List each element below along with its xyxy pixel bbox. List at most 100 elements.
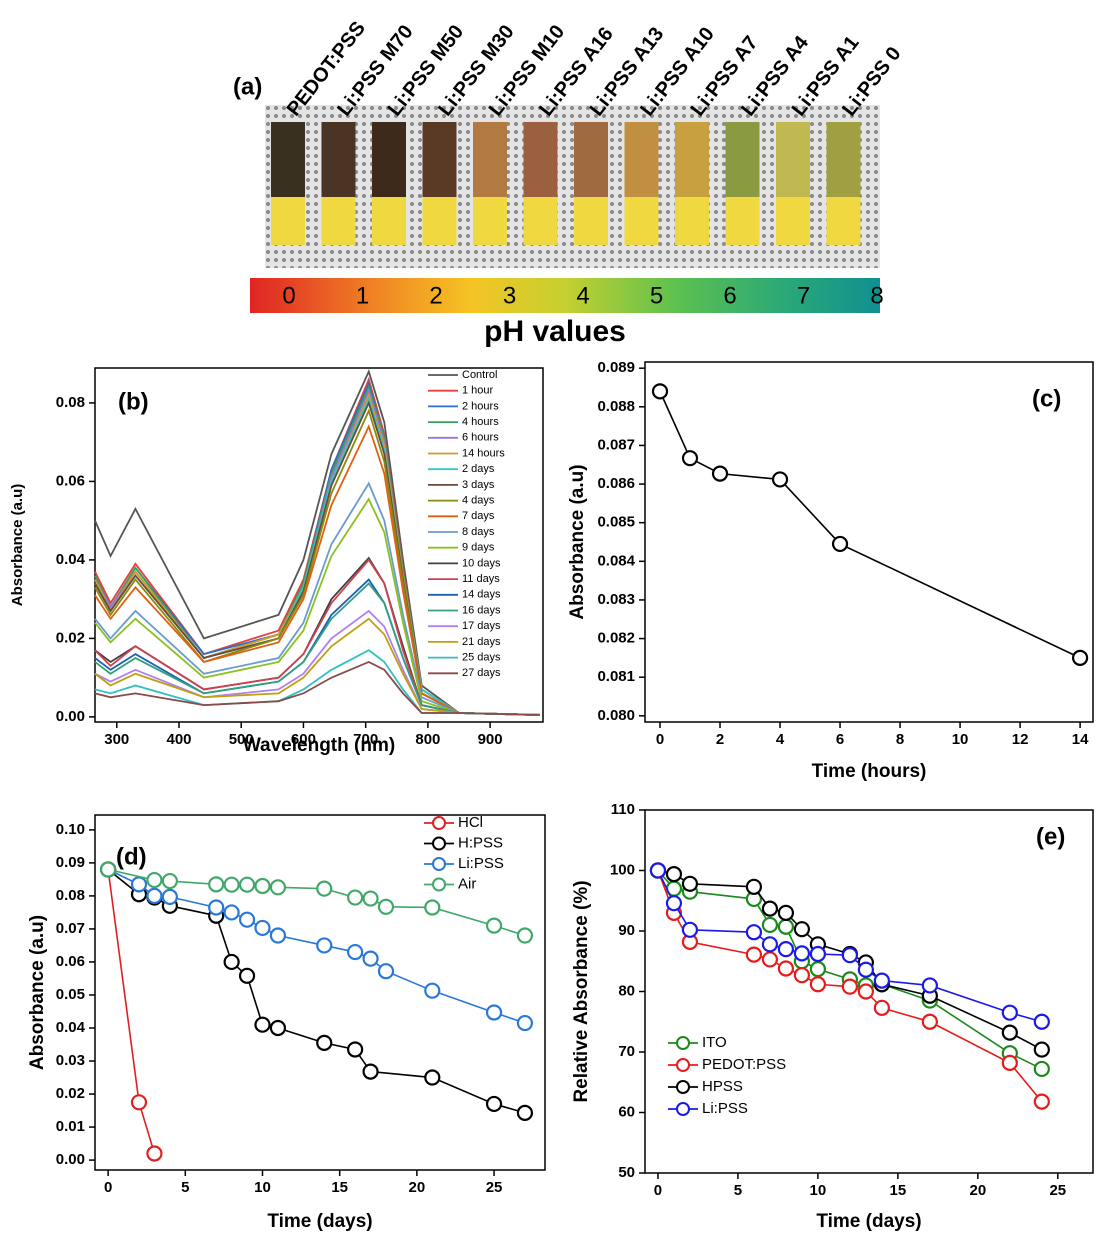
y-tick-label: 80 [618,982,635,999]
legend-label: 4 days [462,495,495,507]
strip-bottom [826,197,861,245]
series-line [107,869,156,1154]
series-line [94,582,540,716]
y-tick-label: 0.06 [56,472,85,489]
data-point [269,879,287,896]
x-tick-label: 10 [810,1182,827,1199]
data-point [516,1104,534,1121]
series-line [657,870,1043,1103]
legend-label: 1 hour [462,385,494,397]
legend-label: 4 hours [462,416,499,428]
y-tick-label: 0.06 [56,953,85,970]
data-point [316,880,333,897]
y-tick-label: 0.02 [56,629,85,646]
y-tick-label: 0.08 [56,394,85,411]
data-point [857,961,874,978]
legend-label: Li:PSS [458,855,504,872]
y-tick-label: 0.04 [56,551,86,568]
panel-label: (a) [233,73,262,100]
ph-scale-title: pH values [484,315,626,348]
legend-label: HPSS [702,1078,743,1095]
ph-label: 3 [503,282,516,309]
data-point [238,876,256,893]
legend-label: 25 days [462,652,501,664]
data-point [208,899,225,916]
data-point [254,919,271,937]
data-point [238,911,256,928]
legend-label: HCl [458,814,483,831]
data-point [208,876,225,893]
legend-marker [432,836,446,851]
data-point [777,904,795,921]
legend-label: 7 days [462,510,495,522]
data-point [665,895,683,912]
data-point [516,927,534,944]
x-axis-label: Time (days) [267,1211,372,1232]
data-point [857,983,874,1000]
ph-label: 2 [429,282,442,309]
strip-top [574,122,608,197]
strip-top [675,122,709,197]
data-point [1071,649,1089,666]
legend-marker [432,816,446,830]
series-line [657,869,1043,1070]
panel-label: (c) [1032,385,1061,412]
strip-top [473,122,507,197]
data-point [100,861,117,878]
x-tick-label: 6 [836,731,844,748]
legend-label: 10 days [462,557,501,569]
strip-top [624,122,659,197]
strip-bottom [574,197,608,245]
legend-marker [676,1080,690,1094]
strip-top [271,122,305,197]
y-tick-label: 0.087 [597,436,635,453]
data-point [130,876,148,893]
series-line [94,617,540,716]
strip-bottom [271,197,305,245]
data-point [873,972,890,989]
x-tick-label: 5 [734,1182,742,1199]
strip-top [826,122,861,197]
legend-label: Air [458,875,476,892]
ph-label: 5 [650,282,663,309]
data-point [809,961,826,978]
legend-label: 2 hours [462,400,499,412]
data-point [377,963,395,980]
legend-label: 21 days [462,636,501,648]
y-axis-label: Absorbance (a.u) [567,464,588,619]
y-tick-label: 0.082 [597,630,635,647]
x-tick-label: 500 [229,731,254,748]
x-tick-label: 10 [254,1179,271,1196]
y-tick-label: 0.081 [597,668,635,685]
panel-label: (b) [118,388,149,415]
strip-bottom [523,197,558,245]
data-point [809,945,826,963]
data-point [238,967,256,984]
x-tick-label: 0 [654,1182,662,1199]
x-tick-label: 5 [181,1179,189,1196]
y-axis-label: Relative Absorbance (%) [571,880,592,1102]
x-tick-label: 15 [331,1179,348,1196]
x-tick-label: 10 [952,731,969,748]
legend-label: H:PSS [458,834,503,851]
legend-label: 27 days [462,667,501,679]
legend-label: 17 days [462,620,501,632]
data-point [362,1063,379,1080]
series-line [94,497,540,716]
y-tick-label: 0.00 [56,1151,85,1168]
data-point [681,875,699,892]
x-tick-label: 0 [656,731,664,748]
data-point [347,1041,364,1058]
data-point [1033,1093,1050,1110]
data-point [777,918,795,935]
x-tick-label: 15 [890,1182,907,1199]
data-point [711,465,729,482]
x-axis-label: Wavelength (nm) [243,735,395,756]
y-tick-label: 60 [618,1103,635,1120]
legend-marker [676,1102,690,1116]
data-point [1033,1060,1050,1078]
data-point [841,978,858,995]
data-point [485,1004,503,1021]
y-tick-label: 0.086 [597,475,635,492]
